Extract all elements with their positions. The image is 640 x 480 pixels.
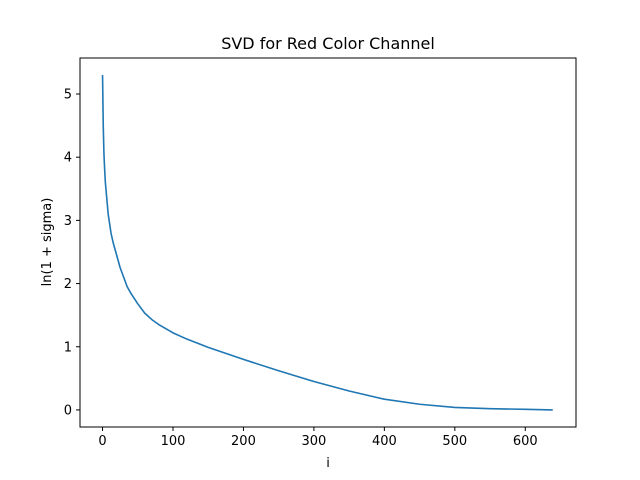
series-line [101,75,553,411]
y-tick-label: 3 [64,214,72,229]
y-axis-label: ln(1 + sigma) [40,198,55,287]
x-tick-label: 300 [301,434,326,449]
x-tick-label: 200 [231,434,256,449]
y-tick-label: 1 [64,340,72,355]
x-tick-label: 400 [372,434,397,449]
x-tick-label: 600 [513,434,538,449]
y-tick-label: 5 [64,88,72,103]
axes-frame [79,57,577,428]
y-tick-label: 4 [64,151,72,166]
x-axis-label: i [326,456,330,471]
plot-area: 0 100 200 300 400 500 600 0 1 2 3 4 5 [64,75,553,449]
x-tick-label: 500 [442,434,467,449]
y-tick-label: 0 [64,403,72,418]
y-tick-label: 2 [64,277,72,292]
chart-title: SVD for Red Color Channel [221,34,435,53]
x-tick-label: 100 [161,434,186,449]
x-tick-label: 0 [98,434,106,449]
